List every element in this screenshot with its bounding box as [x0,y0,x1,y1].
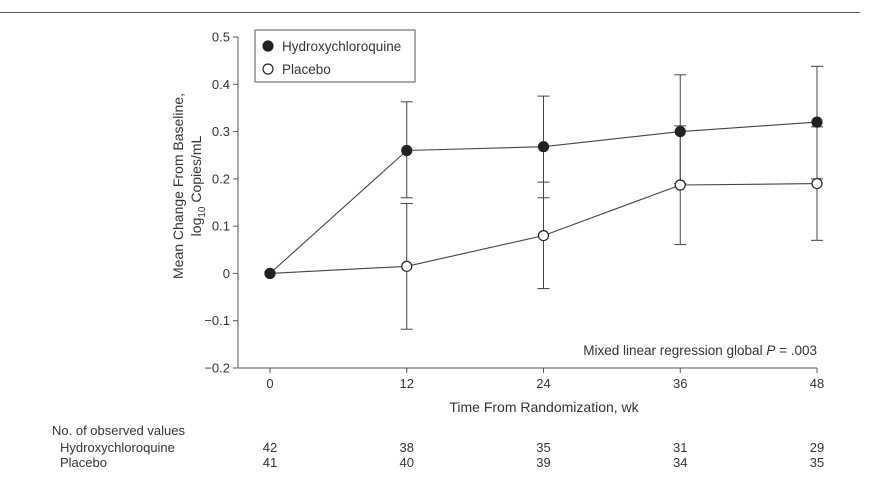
annotation-p: P [766,343,775,358]
data-point-placebo [537,230,550,242]
y-axis-log-subscript: 10 [197,206,208,218]
x-tick-label: 0 [266,376,273,391]
count-value-placebo: 40 [400,455,414,470]
data-point-placebo [674,179,686,191]
legend-marker-hydroxychloroquine [262,40,274,52]
y-tick-label: 0.2 [212,171,230,186]
data-point-hydroxychloroquine [264,267,276,280]
x-tick-label: 12 [400,376,414,391]
y-axis-title-line1: Mean Change From Baseline, [170,93,186,279]
y-tick-label: 0.4 [212,77,230,92]
data-point-placebo [401,260,413,272]
count-value-placebo: 34 [673,455,687,470]
counts-row-label-hydroxychloroquine: Hydroxychloroquine [60,440,175,455]
legend-label-placebo: Placebo [282,62,331,77]
legend-box [254,29,416,83]
legend-marker-placebo [262,63,274,75]
count-value-hydroxychloroquine: 35 [536,440,550,455]
y-tick-label: 0.5 [212,30,230,45]
count-value-placebo: 35 [810,455,824,470]
annotation-text: Mixed linear regression global [583,343,766,358]
y-axis-unit-label: Copies/mL [188,135,204,206]
x-tick-label: 36 [673,376,687,391]
data-point-hydroxychloroquine [811,116,823,128]
y-tick-label: −0.1 [204,313,230,328]
y-ticks: −0.2 −0.1 0 0.1 0.2 0.3 0.4 0.5 [204,30,238,376]
counts-values: 42 38 35 31 29 41 40 39 34 35 [263,440,824,470]
count-value-hydroxychloroquine: 42 [263,440,277,455]
y-axis-log-label: log [188,218,204,237]
count-value-placebo: 39 [536,455,550,470]
data-point-hydroxychloroquine [674,125,686,138]
y-tick-label: −0.2 [204,361,230,376]
legend: Hydroxychloroquine Placebo [254,29,416,83]
data-point-hydroxychloroquine [401,144,413,157]
count-value-hydroxychloroquine: 38 [400,440,414,455]
top-rule [0,12,860,13]
y-tick-label: 0.1 [212,219,230,234]
counts-row-label-placebo: Placebo [60,455,107,470]
y-tick-label: 0.3 [212,124,230,139]
count-value-hydroxychloroquine: 31 [673,440,687,455]
count-value-placebo: 41 [263,455,277,470]
x-ticks: 0 12 24 36 48 [266,368,824,391]
data-point-hydroxychloroquine [537,141,550,153]
count-value-hydroxychloroquine: 29 [810,440,824,455]
legend-label-hydroxychloroquine: Hydroxychloroquine [282,39,401,54]
annotation-p-value: = .003 [775,343,817,358]
data-point-placebo [811,177,823,190]
counts-title: No. of observed values [52,423,185,438]
axes [237,37,817,369]
series-layer [264,65,823,330]
p-value-annotation: Mixed linear regression global P = .003 [583,343,817,358]
y-tick-label: 0 [223,266,230,281]
x-tick-label: 48 [810,376,824,391]
x-tick-label: 24 [536,376,550,391]
observed-counts-table: No. of observed values Hydroxychloroquin… [52,423,824,470]
x-axis-title: Time From Randomization, wk [449,399,639,415]
y-axis-title-line2: log10 Copies/mL [188,135,208,236]
